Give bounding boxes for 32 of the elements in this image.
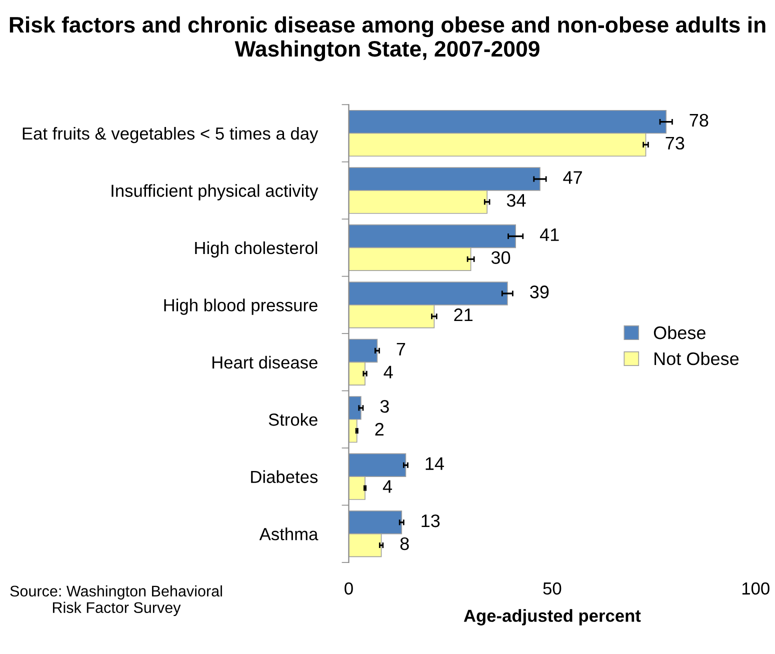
x-tick-label: 0 bbox=[344, 582, 353, 595]
data-label: 47 bbox=[563, 171, 582, 184]
source-note: Source: Washington Behavioral Risk Factor Survey bbox=[10, 585, 222, 616]
data-label: 73 bbox=[666, 136, 684, 150]
data-label: 3 bbox=[380, 400, 389, 413]
data-label: 14 bbox=[426, 457, 444, 470]
x-axis-title: Age-adjusted percent bbox=[464, 609, 641, 626]
y-tick-label: Eat fruits & vegetables < 5 times a day bbox=[22, 126, 318, 144]
data-label: 8 bbox=[400, 537, 409, 550]
data-label: 4 bbox=[384, 366, 393, 378]
data-label: 39 bbox=[530, 286, 549, 298]
data-label: 13 bbox=[422, 514, 440, 528]
chart-title: Risk factors and chronic disease among obese and non-obese adults in Washington State, 2007-2009 bbox=[10, 16, 766, 62]
y-tick-label: Stroke bbox=[268, 413, 318, 426]
data-label: 21 bbox=[454, 308, 473, 322]
y-tick-label: High cholesterol bbox=[195, 241, 318, 258]
y-tick-label: Diabetes bbox=[251, 470, 318, 484]
data-label: 41 bbox=[540, 228, 559, 241]
data-label: 7 bbox=[396, 342, 406, 356]
data-label: 2 bbox=[375, 422, 384, 436]
legend-label: Obese bbox=[654, 326, 706, 340]
data-label: 78 bbox=[690, 114, 708, 127]
y-tick-label: High blood pressure bbox=[164, 298, 318, 315]
data-label: 34 bbox=[506, 194, 526, 207]
x-tick-label: 50 bbox=[543, 582, 562, 595]
x-tick-label: 100 bbox=[742, 582, 770, 595]
data-label: 4 bbox=[382, 480, 392, 493]
y-tick-label: Insufficient physical activity bbox=[112, 184, 318, 200]
y-tick-label: Asthma bbox=[259, 528, 318, 540]
legend-label: Not Obese bbox=[654, 352, 739, 366]
y-tick-label: Heart disease bbox=[212, 356, 318, 369]
data-label: 30 bbox=[491, 251, 510, 264]
